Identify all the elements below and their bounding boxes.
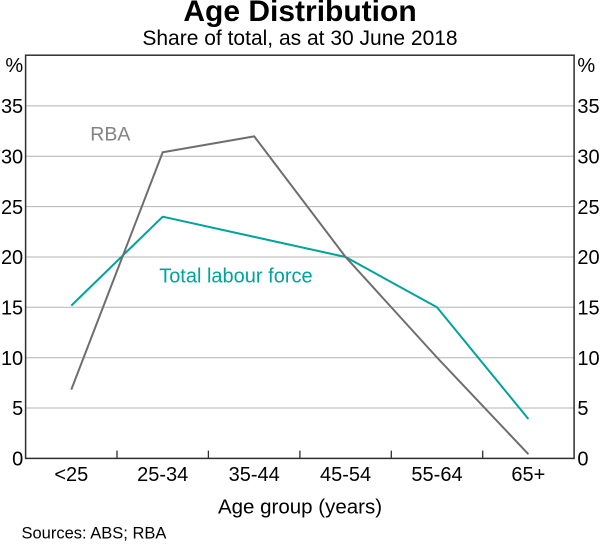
svg-text:Share of total, as at 30 June: Share of total, as at 30 June 2018: [142, 27, 457, 50]
svg-text:45-54: 45-54: [320, 464, 371, 486]
svg-text:65+: 65+: [511, 464, 545, 486]
svg-text:5: 5: [12, 398, 23, 420]
svg-text:Sources: ABS; RBA: Sources: ABS; RBA: [22, 525, 167, 543]
svg-text:RBA: RBA: [90, 123, 130, 145]
svg-text:15: 15: [577, 298, 599, 320]
svg-text:30: 30: [1, 147, 23, 169]
svg-text:25: 25: [577, 197, 599, 219]
svg-text:<25: <25: [54, 464, 88, 486]
svg-text:10: 10: [577, 348, 599, 370]
svg-text:30: 30: [577, 147, 599, 169]
svg-text:25-34: 25-34: [137, 464, 188, 486]
svg-text:%: %: [577, 55, 595, 77]
svg-text:35-44: 35-44: [229, 464, 280, 486]
svg-text:35: 35: [1, 96, 23, 118]
svg-text:5: 5: [577, 398, 588, 420]
svg-text:35: 35: [577, 96, 599, 118]
svg-text:0: 0: [12, 449, 23, 471]
svg-text:0: 0: [577, 449, 588, 471]
svg-text:55-64: 55-64: [411, 464, 462, 486]
svg-text:10: 10: [1, 348, 23, 370]
svg-text:Age group (years): Age group (years): [218, 495, 382, 518]
svg-text:20: 20: [577, 247, 599, 269]
svg-text:%: %: [5, 55, 23, 77]
svg-text:20: 20: [1, 247, 23, 269]
svg-text:15: 15: [1, 298, 23, 320]
svg-text:25: 25: [1, 197, 23, 219]
svg-text:Age Distribution: Age Distribution: [183, 0, 416, 28]
svg-text:Total labour force: Total labour force: [159, 265, 312, 287]
